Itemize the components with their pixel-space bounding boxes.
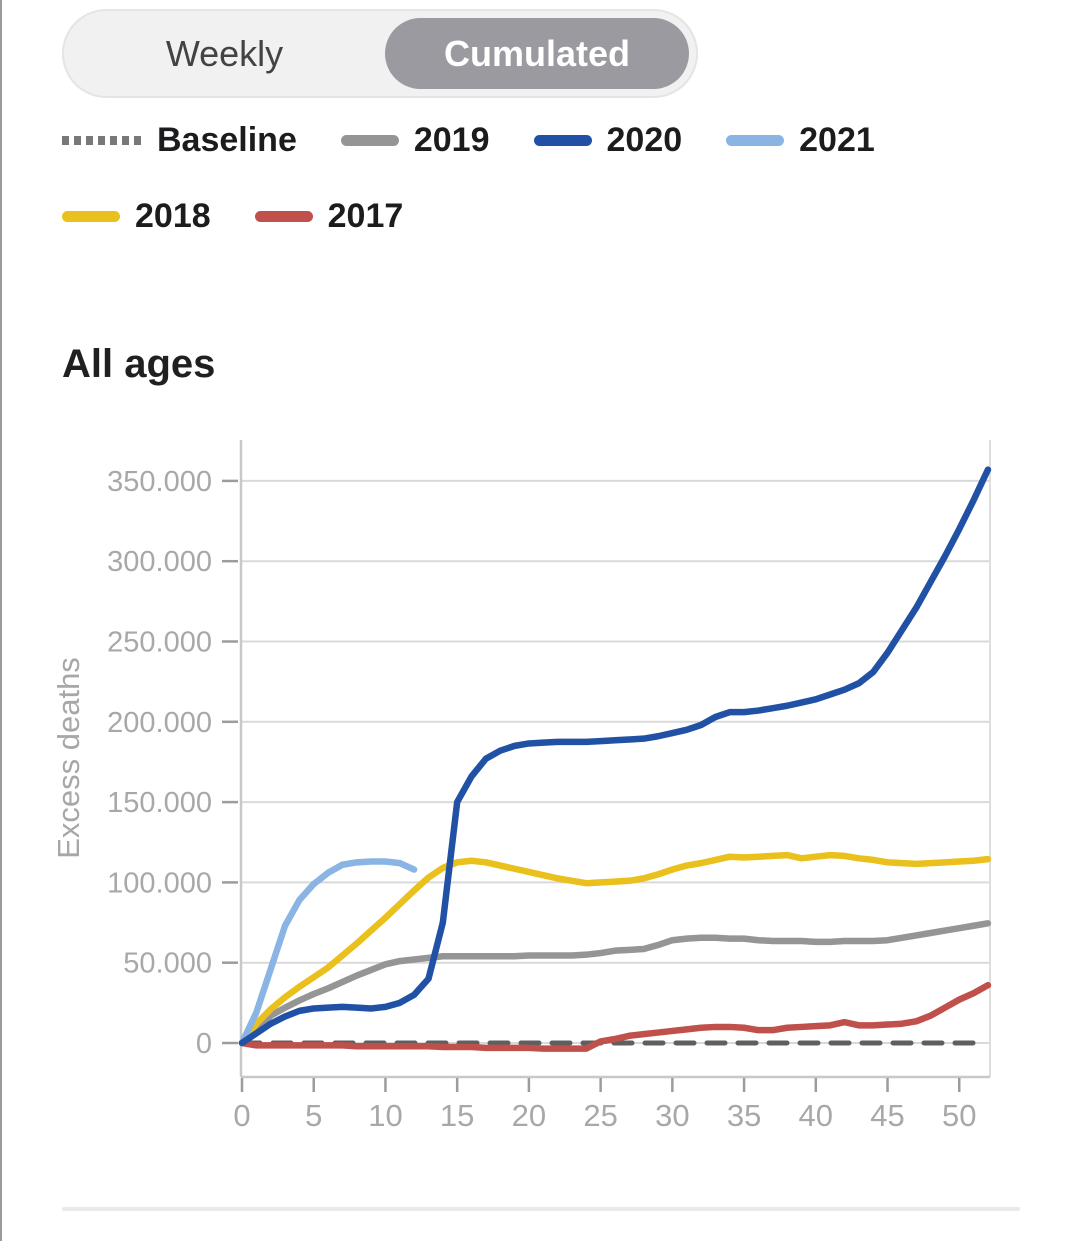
series-2018 — [238, 851, 992, 1047]
legend: Baseline 2019 2020 2021 2018 2017 — [62, 116, 962, 240]
toggle-option-cumulated[interactable]: Cumulated — [385, 18, 689, 89]
y-tick-label: 50.000 — [123, 948, 212, 980]
x-tick-label: 5 — [305, 1098, 322, 1133]
y-tick-label: 100.000 — [107, 867, 212, 899]
view-toggle: Weekly Cumulated — [62, 9, 698, 98]
bottom-divider — [62, 1207, 1020, 1211]
x-tick-label: 40 — [799, 1098, 833, 1133]
y-tick-label: 0 — [196, 1028, 212, 1060]
legend-item-2017[interactable]: 2017 — [254, 192, 404, 240]
legend-label: Baseline — [157, 120, 297, 159]
series-2020 — [238, 466, 992, 1047]
y-tick-label: 350.000 — [107, 466, 212, 498]
legend-item-baseline[interactable]: Baseline — [62, 116, 297, 164]
legend-swatch-2020 — [533, 134, 592, 146]
y-tick-label: 150.000 — [107, 787, 212, 819]
series-2021 — [238, 858, 418, 1047]
legend-label: 2017 — [327, 196, 404, 235]
series-2017 — [238, 981, 992, 1052]
legend-item-2019[interactable]: 2019 — [340, 116, 490, 164]
legend-swatch-2018 — [62, 210, 120, 222]
x-tick-label: 50 — [942, 1098, 976, 1133]
legend-label: 2021 — [799, 120, 875, 159]
x-tick-label: 45 — [870, 1098, 904, 1133]
legend-label: 2019 — [413, 120, 490, 159]
series-2019 — [238, 920, 992, 1047]
x-tick-label: 25 — [583, 1098, 617, 1133]
y-tick-label: 250.000 — [107, 627, 212, 659]
x-tick-label: 20 — [512, 1098, 546, 1133]
legend-swatch-2017 — [254, 210, 313, 222]
x-tick-label: 30 — [655, 1098, 689, 1133]
toggle-option-weekly[interactable]: Weekly — [64, 11, 385, 96]
y-tick-label: 200.000 — [107, 707, 212, 739]
y-axis-title: Excess deaths — [51, 657, 86, 859]
legend-item-2021[interactable]: 2021 — [726, 116, 875, 164]
y-tick-label: 300.000 — [107, 546, 212, 578]
x-tick-label: 15 — [440, 1098, 474, 1133]
legend-label: 2020 — [606, 120, 683, 159]
legend-swatch-baseline — [62, 135, 142, 145]
legend-label: 2018 — [135, 196, 211, 235]
x-tick-label: 10 — [368, 1098, 402, 1133]
legend-item-2020[interactable]: 2020 — [533, 116, 683, 164]
chart-section-title: All ages — [62, 342, 216, 386]
legend-item-2018[interactable]: 2018 — [62, 192, 211, 240]
x-tick-label: 0 — [233, 1098, 250, 1133]
left-edge-line — [0, 0, 2, 1241]
x-tick-label: 35 — [727, 1098, 761, 1133]
legend-swatch-2019 — [340, 134, 399, 146]
legend-swatch-2021 — [726, 134, 785, 146]
